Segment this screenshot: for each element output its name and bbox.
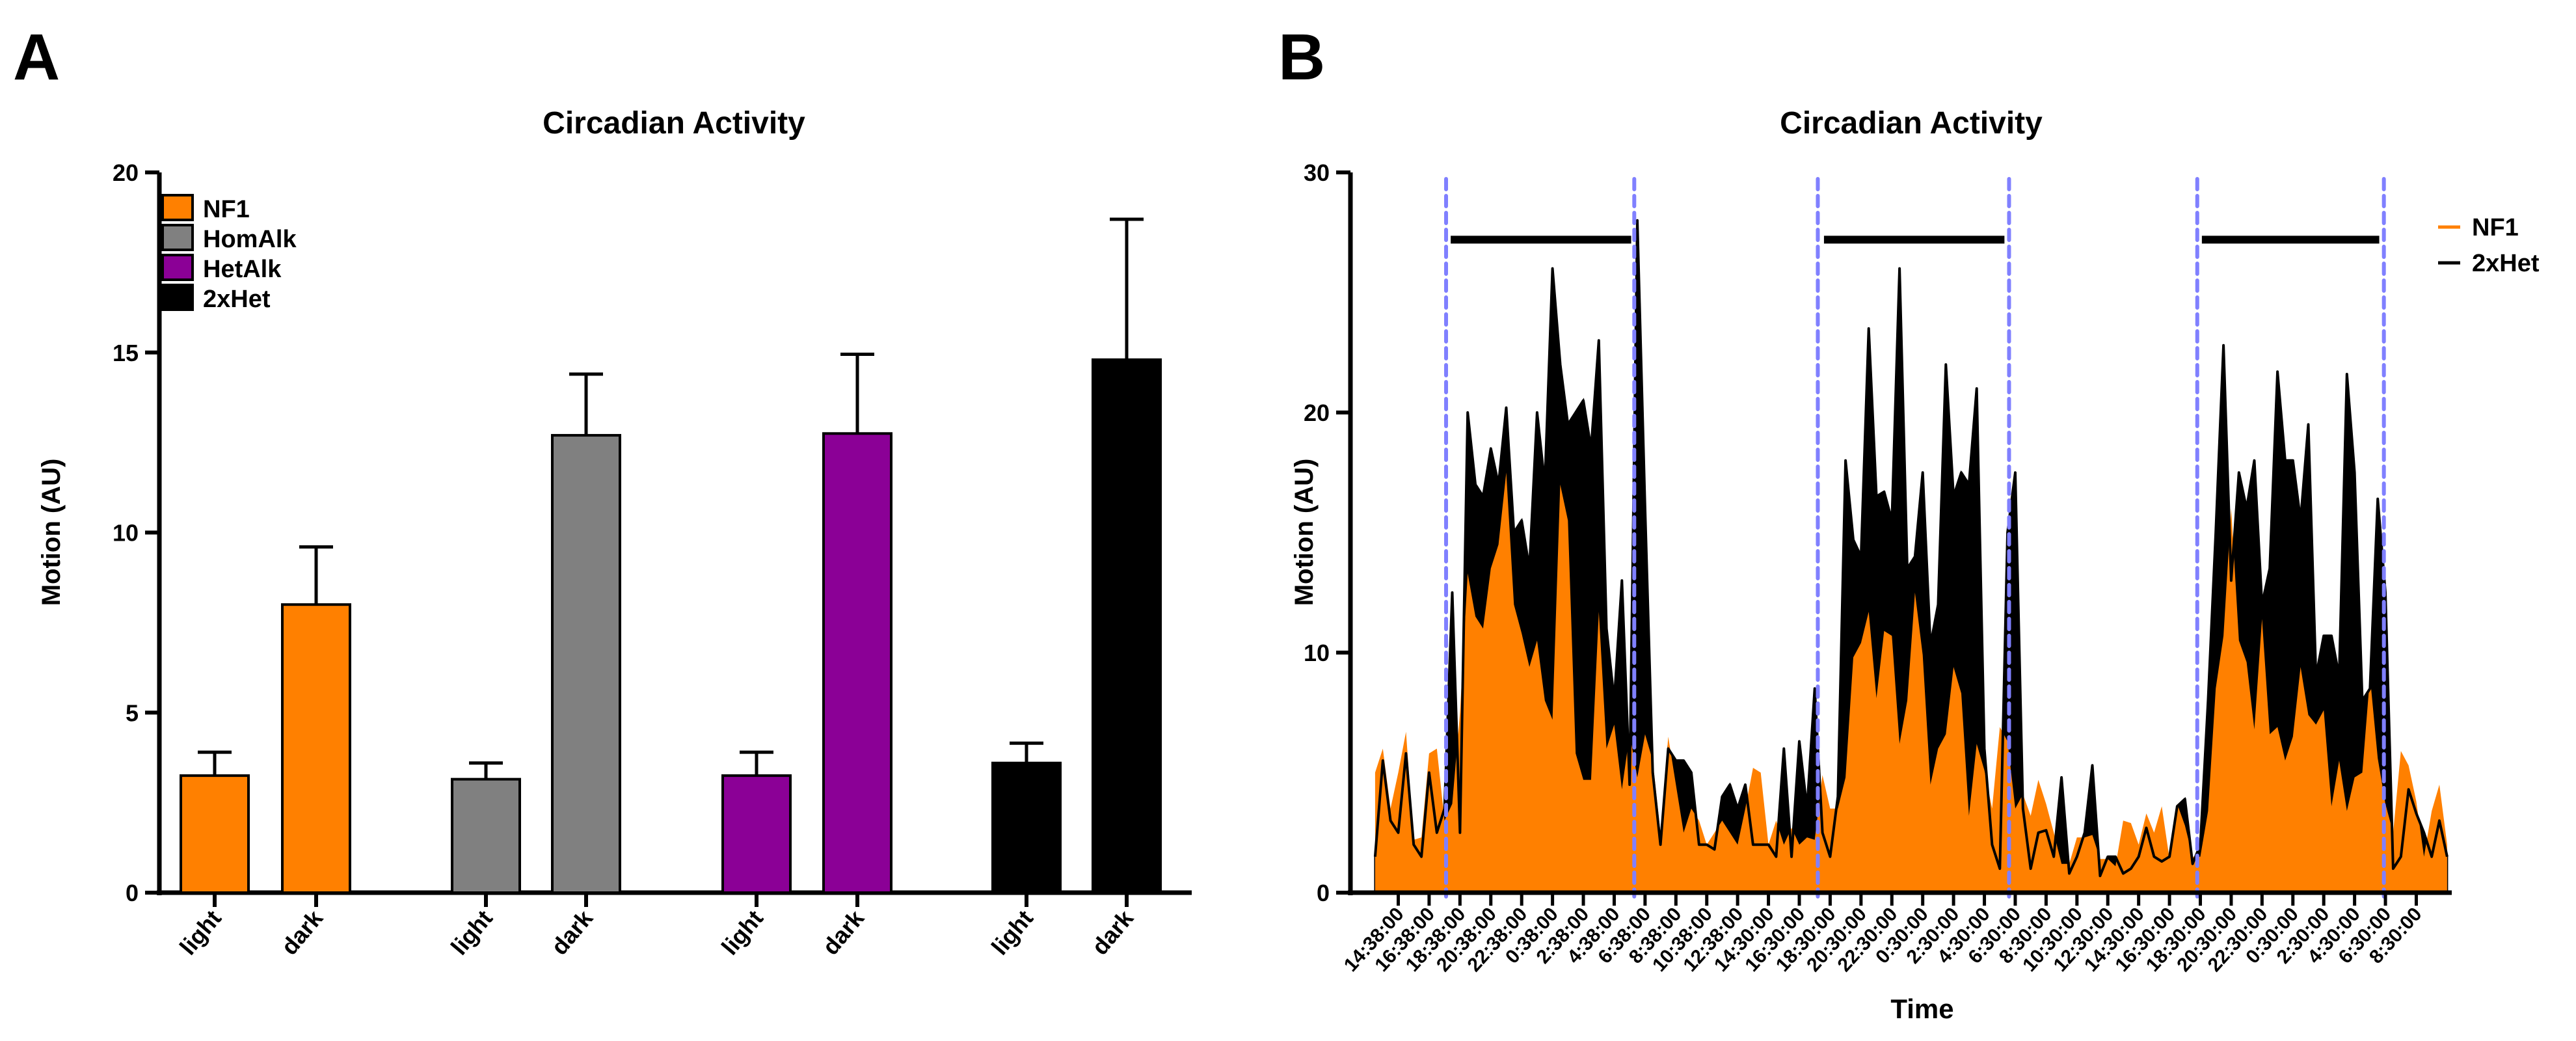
bar-nf1-dark	[281, 603, 351, 894]
legend-label-hetalk: HetAlk	[203, 256, 282, 283]
legend-swatch-2xhet	[161, 284, 194, 311]
x-tick-label-a: dark	[1086, 904, 1139, 960]
y-tick-label-a: 20	[113, 159, 139, 186]
area-nf1	[1375, 472, 2447, 893]
bar-2xhet-light	[991, 761, 1062, 894]
bar-hetalk-dark	[822, 432, 892, 894]
legend-swatch-nf1	[161, 194, 194, 221]
bar-nf1-light	[180, 774, 250, 895]
legend-label-nf1: NF1	[2472, 214, 2519, 241]
legend-label-2xhet: 2xHet	[203, 286, 271, 313]
x-tick-label-a: light	[446, 905, 498, 960]
chart-title-b: Circadian Activity	[1780, 106, 2043, 141]
bar-homalk-light	[451, 777, 521, 894]
y-tick-label-b: 20	[1304, 399, 1330, 426]
legend-label-homalk: HomAlk	[203, 226, 297, 253]
line-2xhet	[1373, 219, 2449, 878]
time-series-plot-area: 010203014:38:0016:38:0018:38:0020:38:002…	[1304, 159, 2452, 976]
legend-swatch-hetalk	[161, 254, 194, 281]
y-tick-label-a: 0	[126, 880, 139, 906]
x-tick-label-a: dark	[546, 904, 598, 960]
panel-a: A Circadian Activity Motion (AU) 0 5 10 15 2…	[13, 21, 1192, 960]
x-axis-label-b: Time	[1890, 994, 1953, 1024]
y-tick-label-b: 30	[1304, 159, 1330, 186]
y-tick-label-b: 10	[1304, 640, 1330, 666]
bar-2xhet-dark	[1092, 358, 1162, 894]
y-tick-label-a: 5	[126, 699, 139, 726]
legend-label-2xhet: 2xHet	[2472, 250, 2540, 277]
panel-label-b: B	[1278, 21, 1325, 94]
y-axis-label-a: Motion (AU)	[37, 459, 66, 606]
y-tick-label-a: 10	[113, 520, 139, 547]
x-tick-label-a: light	[716, 905, 768, 960]
legend-b: NF1 2xHet	[2438, 214, 2540, 277]
panel-b: B Circadian Activity Motion (AU) Time 0 1…	[1278, 21, 2540, 1024]
legend-a: NF1 HomAlk HetAlk 2xHet	[161, 194, 297, 313]
y-tick-label-a: 15	[113, 340, 139, 366]
legend-swatch-homalk	[161, 224, 194, 251]
x-tick-label-a: light	[174, 905, 226, 960]
x-tick-label-a: dark	[817, 904, 870, 960]
bar-homalk-dark	[551, 434, 621, 894]
y-axis-label-b: Motion (AU)	[1290, 459, 1319, 606]
legend-label-nf1: NF1	[203, 196, 250, 223]
y-tick-label-b: 0	[1317, 880, 1330, 906]
x-tick-label-a: dark	[276, 904, 329, 960]
chart-title-a: Circadian Activity	[543, 106, 805, 141]
x-tick-label-a: light	[986, 905, 1038, 960]
bar-hetalk-light	[721, 774, 792, 895]
panel-label-a: A	[13, 21, 60, 94]
